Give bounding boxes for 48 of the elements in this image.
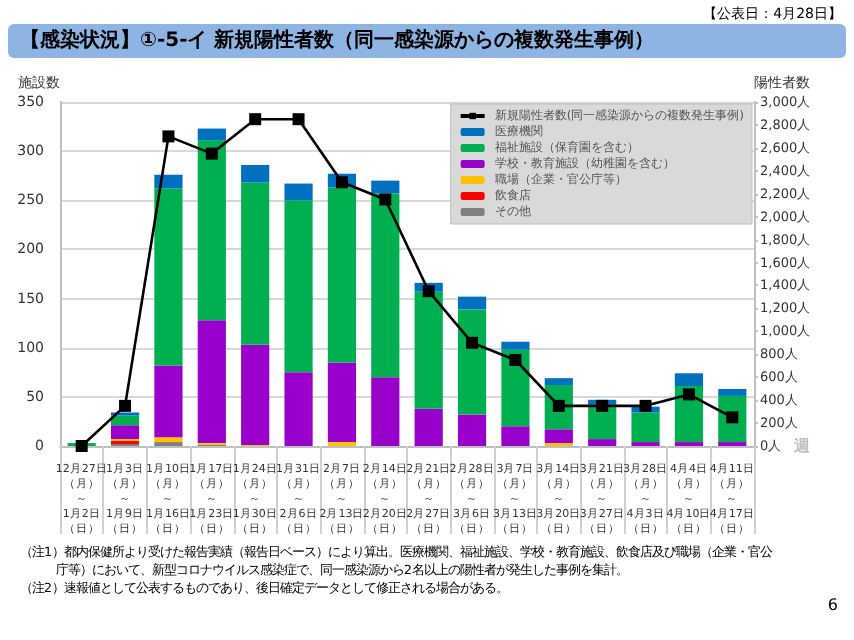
bar bbox=[414, 408, 443, 446]
point bbox=[682, 388, 695, 401]
bar bbox=[154, 188, 183, 366]
point bbox=[422, 285, 435, 298]
bar bbox=[544, 378, 573, 386]
bar bbox=[197, 128, 226, 141]
point bbox=[249, 113, 262, 126]
bar bbox=[457, 309, 487, 415]
bar bbox=[327, 187, 357, 363]
bar bbox=[501, 426, 530, 446]
bar bbox=[414, 291, 443, 409]
point bbox=[162, 130, 175, 143]
bar bbox=[197, 320, 226, 444]
bar bbox=[284, 200, 313, 373]
bar bbox=[718, 388, 747, 396]
bar bbox=[371, 377, 400, 446]
point bbox=[379, 193, 392, 206]
bar bbox=[371, 180, 400, 194]
bar bbox=[241, 344, 270, 446]
point bbox=[119, 399, 132, 412]
bar bbox=[284, 372, 313, 446]
bar bbox=[241, 182, 270, 345]
bar bbox=[327, 362, 357, 443]
point bbox=[596, 399, 609, 412]
point bbox=[509, 354, 522, 366]
bar bbox=[154, 437, 183, 443]
chart-title: 【感染状況】①-5-イ 新規陽性者数（同一感染源からの複数発生事例） bbox=[20, 26, 655, 56]
text: 6 bbox=[827, 596, 838, 614]
point bbox=[75, 440, 88, 452]
bar bbox=[501, 341, 530, 350]
point bbox=[639, 399, 652, 412]
x-axis-title: 週 bbox=[792, 437, 813, 455]
bar bbox=[197, 140, 226, 321]
bar bbox=[284, 183, 313, 201]
bar bbox=[674, 373, 704, 387]
bar bbox=[501, 349, 530, 427]
point bbox=[466, 336, 479, 349]
bar bbox=[631, 412, 660, 443]
bar bbox=[241, 164, 270, 183]
bar bbox=[457, 296, 487, 310]
point bbox=[292, 113, 305, 126]
bar bbox=[457, 414, 487, 446]
point bbox=[205, 147, 218, 160]
bar bbox=[154, 365, 183, 438]
bar bbox=[588, 439, 617, 446]
bar bbox=[544, 429, 573, 444]
bar bbox=[110, 425, 140, 440]
bar bbox=[371, 193, 400, 378]
